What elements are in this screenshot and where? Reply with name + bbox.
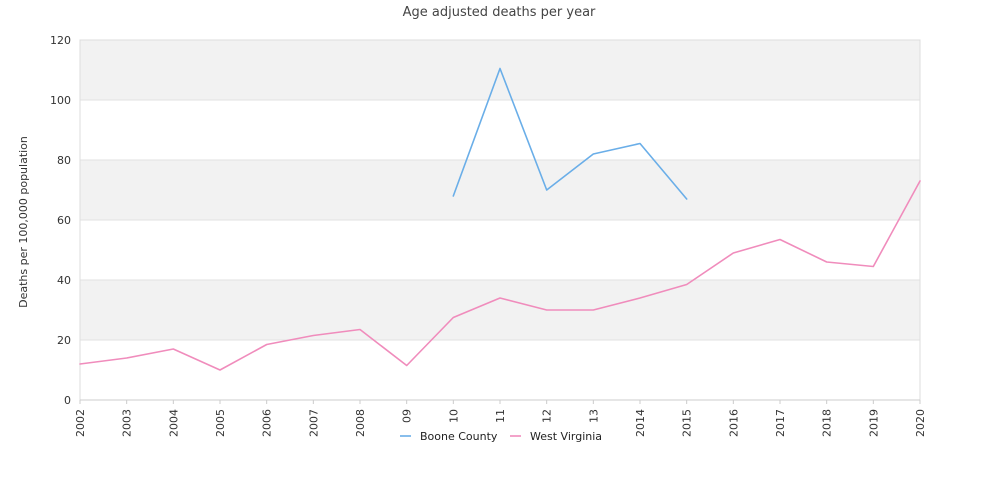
x-tick-label: 2007	[307, 409, 320, 437]
grid-band	[80, 100, 920, 160]
y-tick-label: 80	[57, 154, 71, 167]
grid-band	[80, 340, 920, 400]
x-tick-label: 2016	[727, 409, 740, 437]
x-tick-label: 11	[494, 409, 507, 423]
y-tick-label: 20	[57, 334, 71, 347]
y-tick-label: 120	[50, 34, 71, 47]
x-tick-label: 2020	[914, 409, 927, 437]
y-tick-label: 60	[57, 214, 71, 227]
x-tick-label: 10	[447, 409, 460, 423]
x-tick-label: 2008	[354, 409, 367, 437]
grid-band	[80, 280, 920, 340]
legend-label-boone-county: Boone County	[420, 430, 498, 443]
y-axis-label: Deaths per 100,000 population	[17, 136, 30, 308]
series-group	[79, 67, 921, 371]
x-tick-label: 09	[401, 409, 414, 423]
grid-band	[80, 160, 920, 220]
x-tick-label: 2018	[821, 409, 834, 437]
x-tick-label: 2005	[214, 409, 227, 437]
grid-band	[80, 220, 920, 280]
series-line-west-virginia	[79, 180, 921, 371]
y-tick-label: 0	[64, 394, 71, 407]
x-tick-label: 12	[541, 409, 554, 423]
x-tick-label: 2003	[121, 409, 134, 437]
legend-label-west-virginia: West Virginia	[530, 430, 602, 443]
y-tick-label: 100	[50, 94, 71, 107]
x-tick-label: 2002	[74, 409, 87, 437]
x-tick-label: 2006	[261, 409, 274, 437]
x-tick-label: 2004	[167, 409, 180, 437]
x-tick-label: 2014	[634, 409, 647, 437]
x-axis-ticks: 2002 2003 2004 2005 2006 2007 2008 09 10 11 12 13 20…	[74, 400, 927, 437]
x-tick-label: 2015	[681, 409, 694, 437]
x-tick-label: 13	[587, 409, 600, 423]
x-tick-label: 2017	[774, 409, 787, 437]
chart-title: Age adjusted deaths per year	[403, 5, 596, 20]
y-axis-ticks: 0 20 40 60 80 100 120	[50, 34, 71, 407]
series-line-boone-county	[452, 67, 688, 200]
x-tick-label: 2019	[867, 409, 880, 437]
legend: Boone County West Virginia	[400, 430, 602, 443]
y-tick-label: 40	[57, 274, 71, 287]
